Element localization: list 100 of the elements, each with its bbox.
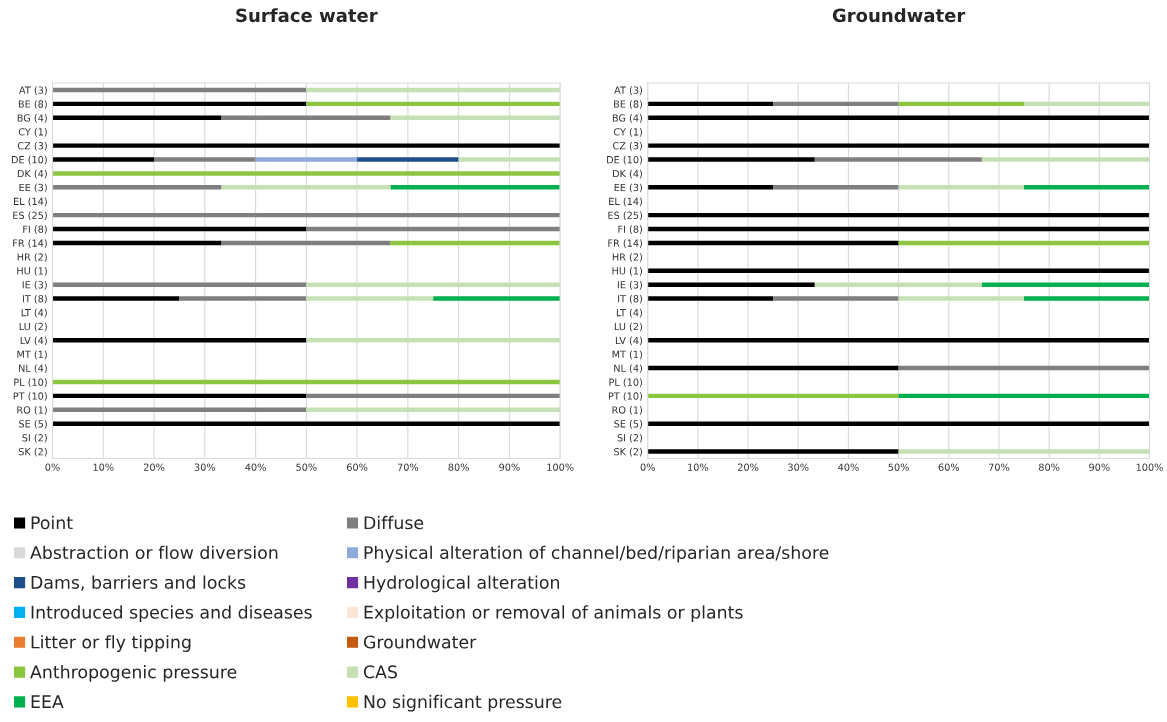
- y-tick-label: MT (1): [612, 350, 642, 360]
- x-tick-label: 60%: [346, 463, 368, 471]
- x-tick-label: 100%: [1136, 463, 1163, 471]
- x-tick-label: 0%: [640, 463, 655, 471]
- bar: [647, 449, 899, 454]
- y-tick-label: LV (4): [20, 336, 47, 346]
- legend-label: Diffuse: [364, 515, 424, 530]
- y-tick-label: CZ (3): [613, 141, 642, 151]
- x-tick-label: 40%: [245, 463, 266, 471]
- bar: [52, 171, 561, 176]
- x-tick-label: 100%: [547, 463, 574, 471]
- y-tick-label: BG (4): [612, 114, 642, 123]
- legend-label: Introduced species and diseases: [31, 605, 312, 623]
- bar: [647, 185, 774, 190]
- chart-title: Surface water: [236, 8, 378, 23]
- bar: [306, 338, 561, 343]
- legend-label: Groundwater: [363, 635, 477, 649]
- bar: [458, 157, 561, 162]
- bar: [898, 240, 1150, 246]
- y-tick-label: DE (10): [11, 155, 47, 165]
- bar: [52, 421, 561, 426]
- y-tick-label: IE (3): [22, 280, 47, 290]
- bar: [647, 393, 899, 399]
- legend-label: Hydrological alteration: [364, 575, 559, 593]
- legend-label: CAS: [363, 665, 397, 679]
- x-tick-label: 40%: [838, 463, 859, 471]
- y-tick-label: LT (4): [616, 308, 642, 318]
- x-tick-label: 30%: [788, 463, 809, 471]
- legend-label: Abstraction or flow diversion: [30, 545, 278, 560]
- legend-label: No significant pressure: [364, 694, 562, 712]
- legend-label: Litter or fly tipping: [31, 635, 191, 652]
- legend-label: Physical alteration of channel/bed/riparian area/shore: [364, 545, 829, 563]
- x-tick-label: 20%: [737, 463, 759, 471]
- x-tick-label: 70%: [988, 463, 1010, 471]
- y-tick-label: EE (3): [19, 183, 47, 193]
- bar: [647, 338, 1150, 343]
- y-tick-label: HR (2): [17, 253, 47, 262]
- bar: [981, 282, 1149, 287]
- y-tick-label: HU (1): [612, 267, 642, 276]
- bar: [52, 379, 561, 385]
- y-tick-label: CY (1): [18, 128, 47, 137]
- x-tick-label: 80%: [1038, 463, 1060, 471]
- bar: [306, 393, 561, 399]
- legend-label: EEA: [31, 695, 64, 708]
- y-tick-label: ES (25): [608, 211, 642, 221]
- y-tick-label: SE (5): [614, 420, 642, 429]
- bar: [52, 282, 307, 287]
- y-tick-label: NL (4): [614, 364, 642, 374]
- legend-label: Dams, barriers and locks: [31, 575, 246, 591]
- bar: [52, 240, 222, 246]
- bar: [1024, 101, 1150, 107]
- y-tick-label: PT (10): [13, 392, 47, 401]
- bar: [52, 101, 307, 107]
- y-tick-label: IE (3): [617, 280, 642, 290]
- y-tick-label: AT (3): [614, 86, 642, 95]
- x-tick-label: 20%: [143, 463, 165, 471]
- x-tick-label: 30%: [194, 463, 216, 471]
- bar: [898, 365, 1150, 371]
- bar: [814, 282, 982, 287]
- y-tick-label: HR (2): [612, 253, 642, 262]
- y-tick-label: HU (1): [17, 267, 47, 276]
- bar: [357, 157, 459, 162]
- bar: [898, 296, 1025, 301]
- bar: [52, 393, 307, 399]
- bar: [647, 143, 1150, 148]
- bar: [306, 282, 561, 287]
- bar: [647, 157, 815, 162]
- y-tick-label: IT (8): [22, 294, 47, 304]
- y-tick-label: AT (3): [19, 86, 47, 95]
- y-tick-label: BG (4): [17, 114, 47, 123]
- y-tick-label: SK (2): [18, 447, 47, 457]
- bar: [52, 296, 180, 301]
- bar: [52, 407, 307, 413]
- y-tick-label: PL (10): [14, 378, 47, 387]
- bar: [647, 296, 774, 301]
- bar: [221, 240, 391, 246]
- y-tick-label: EL (14): [609, 197, 642, 207]
- y-tick-label: LT (4): [21, 308, 47, 318]
- y-tick-label: PT (10): [608, 392, 642, 401]
- bar: [433, 296, 561, 301]
- bar: [647, 212, 1150, 218]
- y-tick-label: IT (8): [618, 294, 642, 304]
- y-tick-label: SI (2): [22, 433, 47, 443]
- bar: [647, 101, 774, 107]
- x-tick-label: 10%: [93, 463, 114, 471]
- x-tick-label: 90%: [1089, 463, 1110, 471]
- y-tick-label: PL (10): [609, 378, 642, 387]
- y-tick-label: FR (14): [13, 239, 47, 248]
- bar: [390, 240, 560, 246]
- y-tick-label: RO (1): [612, 406, 642, 415]
- y-tick-label: NL (4): [19, 364, 47, 374]
- x-tick-label: 60%: [938, 463, 960, 471]
- bar: [647, 282, 815, 287]
- legend-label: Point: [31, 515, 73, 530]
- chart-title: Groundwater: [832, 8, 966, 23]
- x-tick-label: 10%: [688, 463, 709, 471]
- bar: [52, 87, 307, 93]
- y-tick-label: DK (4): [613, 169, 642, 179]
- y-tick-label: SK (2): [614, 447, 642, 457]
- bar: [306, 87, 561, 93]
